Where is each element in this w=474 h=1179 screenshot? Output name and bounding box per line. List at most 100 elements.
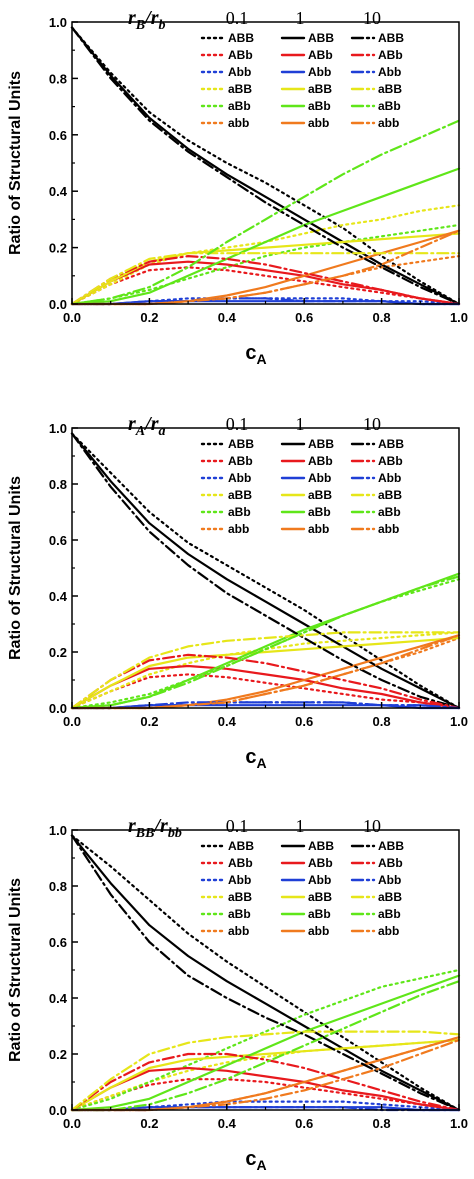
y-tick-label: 0.2	[49, 645, 67, 660]
legend-label-aBB: aBB	[308, 488, 332, 502]
ratio-num-sub: BB	[135, 826, 155, 841]
legend-label-ABB: ABB	[228, 839, 254, 853]
y-tick-label: 0.0	[49, 701, 67, 716]
legend-ratio-value: 0.1	[226, 816, 249, 836]
ratio-label: rA/ra	[128, 413, 166, 439]
legend-ratio-value: 0.1	[226, 8, 249, 28]
plot-frame	[72, 830, 459, 1110]
legend-ratio-value: 1	[296, 816, 305, 836]
x-tick-label: 0.4	[218, 310, 237, 325]
legend-label-ABB: ABB	[378, 31, 404, 45]
legend-label-ABB: ABB	[308, 437, 334, 451]
legend-label-abb: abb	[378, 116, 399, 130]
x-tick-label: 0.0	[63, 1116, 81, 1131]
legend-label-abb: abb	[228, 116, 249, 130]
y-tick-label: 0.0	[49, 297, 67, 312]
y-tick-label: 0.8	[49, 71, 67, 86]
legend-label-abb: abb	[378, 924, 399, 938]
ratio-label: rB/rb	[128, 7, 166, 33]
x-axis-label: cA	[245, 342, 266, 367]
y-axis-label: Ratio of Structural Units	[7, 878, 24, 1062]
legend-label-aBb: aBb	[308, 505, 331, 519]
legend-label-ABB: ABB	[308, 839, 334, 853]
x-tick-label: 0.4	[218, 714, 237, 729]
ratio-num: r	[128, 413, 136, 435]
legend-label-ABb: ABb	[308, 856, 333, 870]
legend: ABB ABB ABB ABb ABb ABb Abb Abb Abb aBB aBB aBB aBb a…	[202, 31, 404, 130]
x-tick-label: 0.2	[140, 714, 158, 729]
ratio-num: r	[128, 7, 136, 29]
x-tick-label: 0.8	[373, 714, 391, 729]
x-tick-label: 0.0	[63, 714, 81, 729]
x-tick-label: 1.0	[450, 714, 468, 729]
legend-label-aBb: aBb	[228, 99, 251, 113]
legend-ratio-value: 10	[363, 816, 381, 836]
legend-label-aBb: aBb	[378, 505, 401, 519]
chart-panel-1: 0.0 0.2 0.4 0.6 0.8 1.0 0.0 0.2 0.4 0.6 0.8 1.0 Rati…	[7, 7, 468, 367]
y-tick-label: 0.6	[49, 533, 67, 548]
y-axis-label: Ratio of Structural Units	[7, 476, 24, 660]
legend-label-abb: abb	[228, 924, 249, 938]
x-tick-label: 0.6	[295, 310, 313, 325]
y-tick-label: 1.0	[49, 15, 67, 30]
y-tick-label: 0.2	[49, 1047, 67, 1062]
legend-label-aBb: aBb	[228, 505, 251, 519]
legend-ratio-value: 1	[296, 414, 305, 434]
legend-label-aBB: aBB	[378, 488, 402, 502]
legend-label-Abb: Abb	[228, 471, 251, 485]
legend-label-ABb: ABb	[378, 856, 403, 870]
y-tick-label: 0.2	[49, 241, 67, 256]
legend-label-Abb: Abb	[378, 873, 401, 887]
x-tick-label: 0.8	[373, 310, 391, 325]
legend-label-abb: abb	[228, 522, 249, 536]
x-axis-label-sub: A	[257, 755, 267, 771]
legend-label-ABb: ABb	[308, 454, 333, 468]
x-axis-label-main: c	[245, 1148, 256, 1170]
legend-label-abb: abb	[378, 522, 399, 536]
legend-label-ABb: ABb	[378, 454, 403, 468]
legend-label-Abb: Abb	[378, 65, 401, 79]
legend-label-aBB: aBB	[228, 82, 252, 96]
legend-label-ABb: ABb	[228, 48, 253, 62]
y-tick-label: 1.0	[49, 823, 67, 838]
series-line-aBb-10	[72, 121, 459, 304]
y-tick-label: 0.4	[49, 991, 68, 1006]
y-tick-label: 0.4	[49, 184, 68, 199]
ratio-num-sub: A	[135, 424, 145, 439]
legend-ratio-value: 10	[363, 8, 381, 28]
ratio-den: r	[160, 815, 168, 837]
x-axis-label-main: c	[245, 746, 256, 768]
x-tick-label: 0.2	[140, 310, 158, 325]
ratio-den: r	[151, 7, 159, 29]
ratio-den-sub: bb	[168, 826, 182, 841]
legend-label-ABB: ABB	[378, 839, 404, 853]
legend-label-aBB: aBB	[378, 890, 402, 904]
legend-label-Abb: Abb	[228, 65, 251, 79]
legend-ratio-value: 10	[363, 414, 381, 434]
legend-label-Abb: Abb	[308, 873, 331, 887]
chart-panel-3: 0.0 0.2 0.4 0.6 0.8 1.00.00.20.40.60.81.0Rati…	[7, 815, 468, 1173]
x-tick-label: 0.6	[295, 714, 313, 729]
y-axis-label: Ratio of Structural Units	[7, 71, 24, 255]
legend-ratio-value: 0.1	[226, 414, 249, 434]
y-tick-label: 0.8	[49, 477, 67, 492]
y-tick-label: 0.6	[49, 935, 67, 950]
legend-label-aBB: aBB	[308, 890, 332, 904]
legend-label-ABB: ABB	[228, 437, 254, 451]
y-tick-label: 0.0	[49, 1103, 67, 1118]
legend-label-aBB: aBB	[228, 488, 252, 502]
ratio-den: r	[151, 413, 159, 435]
legend: ABB ABB ABB ABb ABb ABb Abb Abb Abb aBB aBB aBB aBb a…	[202, 839, 404, 938]
x-tick-label: 0.2	[140, 1116, 158, 1131]
y-tick-label: 1.0	[49, 421, 67, 436]
legend-label-aBb: aBb	[378, 907, 401, 921]
legend-label-abb: abb	[308, 522, 329, 536]
legend-label-ABb: ABb	[228, 454, 253, 468]
x-axis-label: cA	[245, 1148, 266, 1173]
x-tick-label: 0.8	[373, 1116, 391, 1131]
x-axis-label-main: c	[245, 342, 256, 364]
legend-label-aBb: aBb	[228, 907, 251, 921]
legend-label-aBb: aBb	[308, 99, 331, 113]
x-axis-label: cA	[245, 746, 266, 771]
